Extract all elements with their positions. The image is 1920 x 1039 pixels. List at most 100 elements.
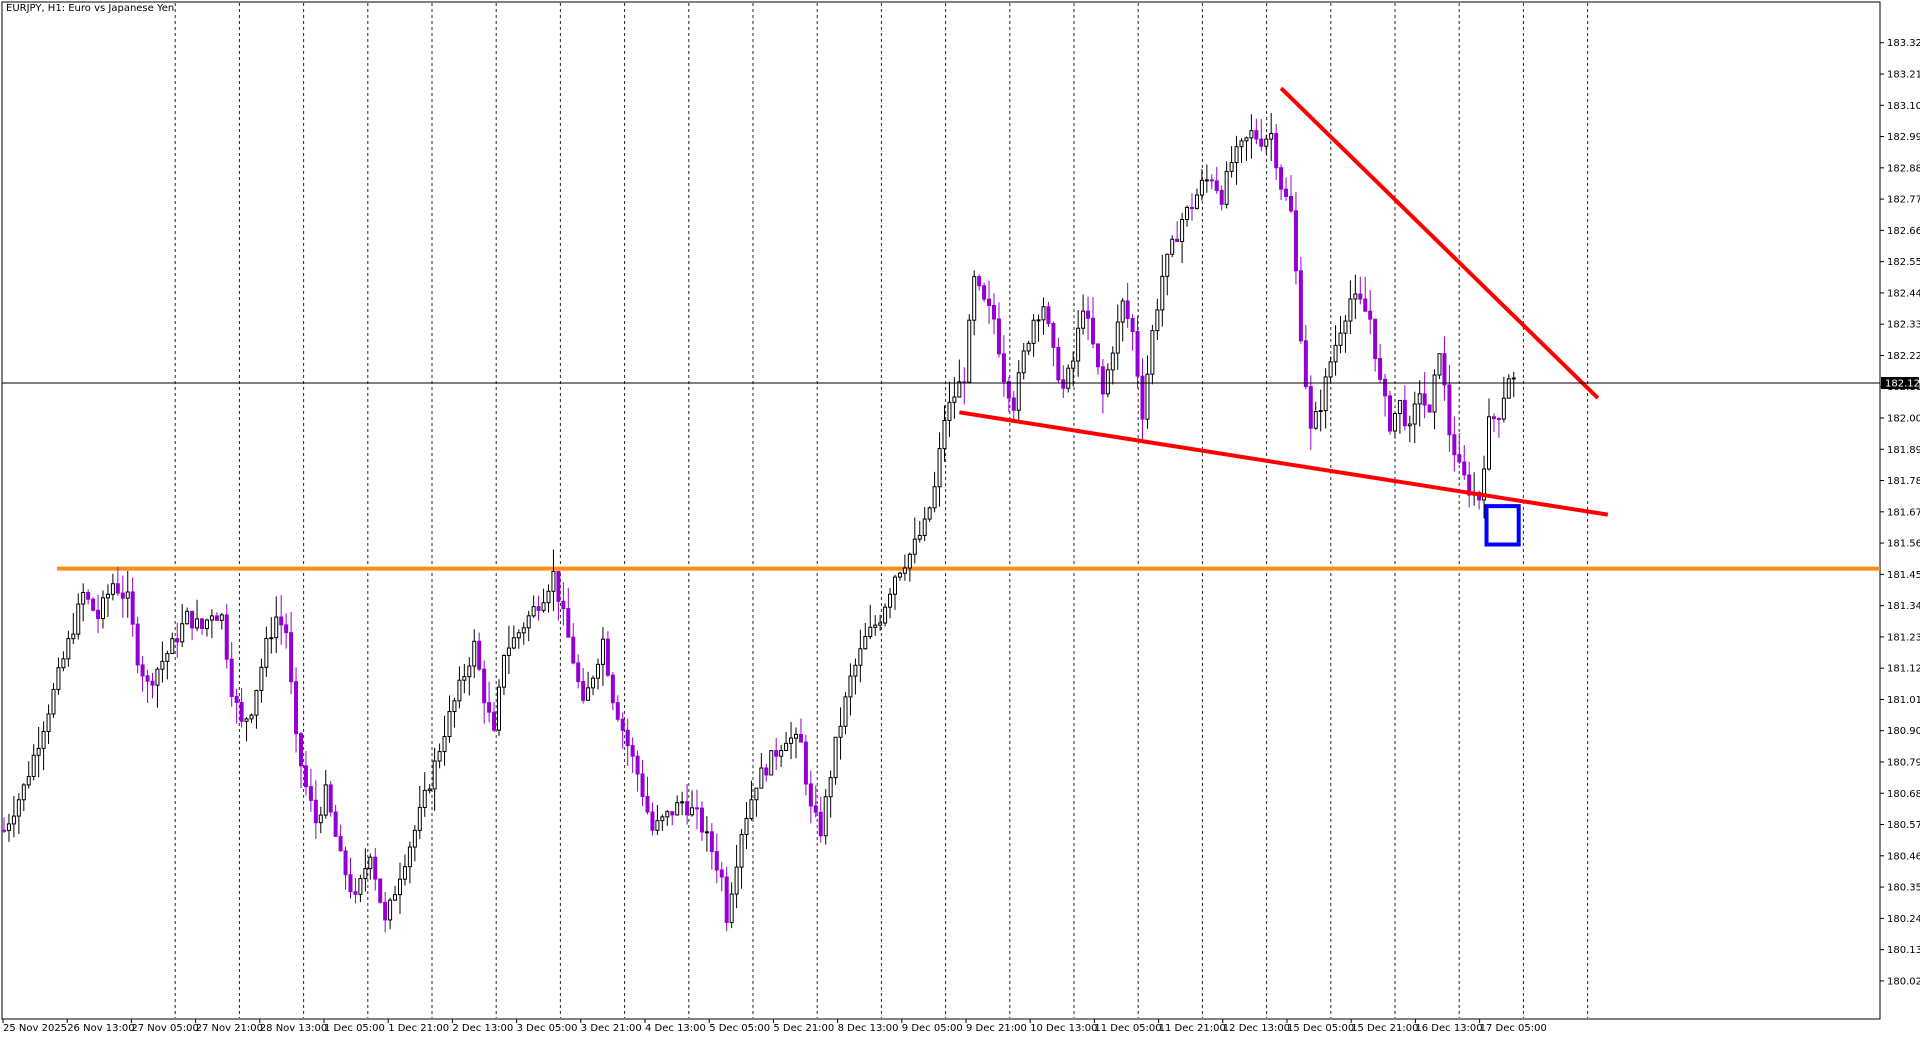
candle-body bbox=[521, 627, 526, 634]
candle bbox=[76, 593, 81, 640]
candle-body bbox=[452, 700, 457, 713]
candle-body bbox=[1199, 179, 1204, 196]
candle-body bbox=[591, 677, 596, 689]
candle-body bbox=[818, 811, 823, 837]
candle bbox=[185, 607, 190, 625]
candle bbox=[66, 630, 71, 667]
candle bbox=[531, 595, 536, 618]
candle bbox=[660, 814, 665, 832]
candle-body bbox=[135, 623, 140, 666]
y-tick-label: 180.460 bbox=[1887, 851, 1920, 862]
candle-body bbox=[779, 749, 784, 757]
candle bbox=[1115, 304, 1120, 370]
candle-body bbox=[883, 606, 888, 624]
candle bbox=[927, 506, 932, 522]
candle-body bbox=[685, 801, 690, 816]
candle bbox=[843, 692, 848, 735]
candle bbox=[244, 717, 249, 742]
candle bbox=[1348, 280, 1353, 335]
candle bbox=[1388, 390, 1392, 435]
candle-body bbox=[749, 799, 754, 820]
candle bbox=[120, 575, 125, 618]
y-tick-label: 183.210 bbox=[1887, 70, 1920, 81]
candle-body bbox=[610, 674, 615, 704]
candle bbox=[36, 726, 41, 778]
candle-body bbox=[110, 583, 115, 595]
candle bbox=[749, 780, 754, 821]
candle-body bbox=[922, 518, 927, 536]
candle-body bbox=[284, 624, 289, 634]
candle bbox=[51, 683, 56, 718]
candle bbox=[1412, 391, 1417, 444]
candle bbox=[299, 732, 303, 788]
candle bbox=[264, 626, 269, 677]
candle bbox=[61, 651, 66, 672]
candle bbox=[437, 743, 442, 769]
candle-body bbox=[417, 807, 422, 831]
candle bbox=[348, 857, 353, 899]
candle-body bbox=[501, 654, 506, 688]
candle-body bbox=[858, 648, 863, 666]
candle bbox=[1303, 325, 1308, 390]
candle-body bbox=[328, 784, 333, 813]
candle-body bbox=[492, 711, 497, 731]
candle-body bbox=[1289, 195, 1293, 212]
candle bbox=[56, 657, 61, 695]
candle-body bbox=[91, 598, 96, 611]
candle-body bbox=[1501, 397, 1506, 420]
x-tick-label: 5 Dec 05:00 bbox=[709, 1023, 770, 1034]
candle bbox=[1462, 445, 1467, 480]
candle bbox=[378, 878, 383, 904]
chart-title: EURJPY, H1: Euro vs Japanese Yen bbox=[6, 3, 175, 14]
candle bbox=[447, 695, 452, 743]
candle bbox=[848, 663, 853, 716]
candle-body bbox=[427, 788, 432, 791]
candle-body bbox=[848, 675, 853, 698]
candle bbox=[685, 783, 690, 825]
candle bbox=[789, 722, 794, 760]
candle-body bbox=[46, 713, 51, 732]
candle bbox=[1447, 364, 1452, 452]
candle-body bbox=[338, 835, 343, 852]
candle bbox=[323, 769, 328, 819]
candle-body bbox=[1051, 322, 1056, 348]
candle bbox=[759, 753, 764, 789]
candle-body bbox=[66, 638, 71, 660]
candle-body bbox=[407, 846, 412, 868]
candle bbox=[1373, 318, 1378, 372]
candle bbox=[1224, 161, 1229, 209]
candle-body bbox=[442, 736, 447, 753]
candle-body bbox=[1491, 416, 1496, 420]
candle-body bbox=[719, 869, 724, 878]
candle-body bbox=[1422, 393, 1427, 406]
candle-body bbox=[620, 718, 625, 731]
candle-body bbox=[1407, 423, 1412, 427]
candle bbox=[1289, 175, 1293, 213]
candle-body bbox=[1041, 306, 1046, 321]
candle bbox=[744, 802, 749, 849]
candle-body bbox=[1234, 146, 1239, 164]
candle bbox=[907, 552, 912, 582]
candle bbox=[81, 583, 86, 622]
candle-body bbox=[952, 396, 957, 403]
candle bbox=[808, 770, 813, 824]
candle-body bbox=[1338, 332, 1343, 346]
candle-body bbox=[1378, 357, 1383, 380]
candle-body bbox=[813, 805, 818, 813]
candle bbox=[1066, 364, 1071, 393]
y-tick-label: 180.350 bbox=[1887, 883, 1920, 894]
candle bbox=[254, 689, 259, 729]
candle-body bbox=[398, 878, 402, 896]
candle bbox=[878, 614, 883, 631]
candle bbox=[6, 813, 11, 842]
candle bbox=[71, 613, 76, 645]
candle-body bbox=[1323, 376, 1328, 412]
x-tick-label: 15 Dec 21:00 bbox=[1351, 1023, 1418, 1034]
candle-body bbox=[140, 664, 145, 677]
candle-body bbox=[680, 801, 685, 804]
candle bbox=[1496, 417, 1501, 438]
candle bbox=[704, 816, 709, 852]
candle-body bbox=[615, 702, 620, 720]
